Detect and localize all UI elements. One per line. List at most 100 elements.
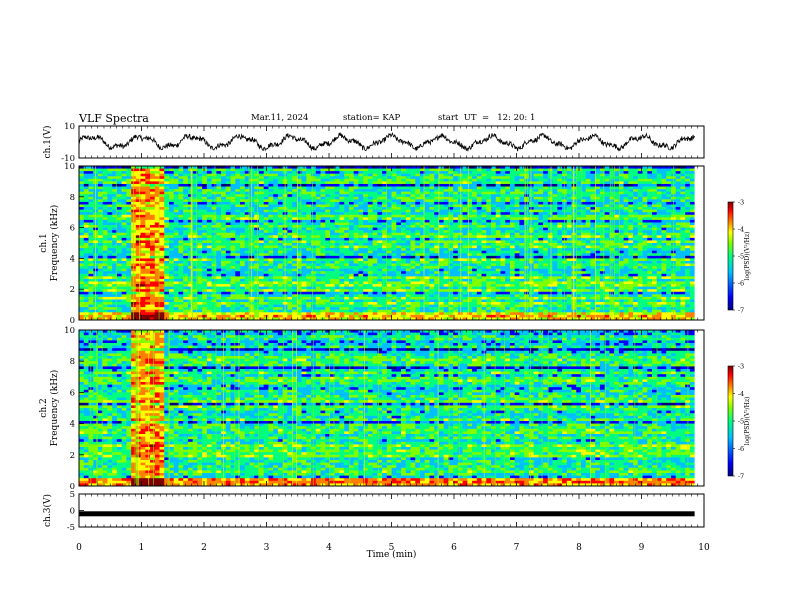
spectrogram-cell (467, 240, 473, 244)
spectrogram-cell (183, 235, 189, 239)
spectrogram-cell (552, 173, 558, 177)
spectrogram-cell (486, 258, 492, 262)
spectrogram-cell (637, 204, 643, 208)
spectrogram-cell (382, 217, 388, 221)
spectrogram-cell (382, 225, 388, 228)
spectrogram-cell (197, 225, 203, 228)
spectrogram-cell (154, 176, 160, 180)
spectrogram-cell (249, 178, 255, 182)
spectrogram-cell (633, 173, 639, 177)
spectrogram-cell (434, 227, 440, 231)
spectrogram-cell (353, 178, 359, 182)
spectrogram-cell (150, 245, 156, 249)
spectrogram-cell (391, 245, 397, 249)
spectrogram-cell (495, 207, 501, 211)
spectrogram-cell (429, 214, 435, 218)
spectrogram-cell (230, 191, 236, 195)
spectrogram-cell (443, 181, 449, 185)
spectrogram-cell (348, 209, 355, 213)
spectrogram-cell (386, 248, 392, 252)
spectrogram-cell (415, 194, 421, 198)
spectrogram-cell (566, 204, 572, 208)
spectrogram-cell (329, 225, 336, 228)
spectrogram-cell (623, 235, 629, 239)
spectrogram-cell (211, 168, 217, 172)
spectrogram-cell (528, 199, 535, 203)
spectrogram-cell (614, 245, 620, 249)
spectrogram-cell (358, 248, 364, 252)
spectrogram-cell (178, 235, 184, 239)
spectrogram-cell (192, 230, 198, 234)
spectrogram-cell (168, 258, 175, 262)
spectrogram-cell (192, 232, 198, 236)
spectrogram-cell (533, 232, 539, 236)
spectrogram-cell (145, 217, 151, 221)
spectrogram-cell (358, 181, 364, 185)
spectrogram-cell (481, 196, 487, 200)
spectrogram-cell (424, 166, 430, 169)
spectrogram-cell (154, 245, 160, 249)
spectrogram-cell (121, 166, 127, 169)
spectrogram-cell (566, 232, 572, 236)
spectrogram-cell (107, 245, 113, 249)
spectrogram-cell (93, 222, 99, 226)
spectrogram-cell (405, 212, 411, 216)
spectrogram-cell (249, 250, 255, 254)
spectrogram-cell (268, 240, 274, 244)
spectrogram-cell (240, 186, 246, 190)
spectrogram-cell (491, 166, 497, 169)
spectrogram-cell (514, 207, 520, 211)
spectrogram-cell (116, 255, 123, 259)
spectrogram-cell (197, 209, 203, 213)
spectrogram-cell (410, 219, 416, 223)
spectrogram-cell (656, 237, 662, 241)
spectrogram-cell (628, 201, 634, 205)
spectrogram-cell (372, 227, 378, 231)
spectrogram-cell (443, 253, 449, 257)
spectrogram-cell (221, 230, 227, 234)
spectrogram-cell (680, 191, 686, 195)
spectrogram-cell (424, 255, 430, 259)
spectrogram-cell (405, 209, 411, 213)
spectrogram-cell (377, 199, 383, 203)
spectrogram-cell (329, 230, 336, 234)
spectrogram-cell (661, 196, 667, 200)
spectrogram-cell (685, 204, 691, 208)
spectrogram-cell (240, 207, 246, 211)
spectrogram-cell (320, 173, 326, 177)
spectrogram-cell (675, 201, 681, 205)
spectrogram-cell (377, 186, 383, 190)
spectrogram-cell (202, 225, 208, 228)
spectrogram-cell (348, 199, 355, 203)
spectrogram-cell (685, 248, 691, 252)
spectrogram-cell (585, 207, 591, 211)
spectrogram-cell (187, 199, 194, 203)
spectrogram-cell (363, 232, 369, 236)
spectrogram-cell (79, 209, 85, 213)
spectrogram-cell (391, 181, 397, 185)
spectrogram-cell (225, 209, 231, 213)
spectrogram-cell (277, 181, 284, 185)
spectrogram-cell (372, 230, 378, 234)
spectrogram-cell (344, 176, 350, 180)
spectrogram-cell (633, 186, 639, 190)
spectrogram-cell (192, 217, 198, 221)
spectrogram-cell (216, 201, 222, 205)
spectrogram-cell (633, 240, 639, 244)
spectrogram-cell (500, 245, 506, 249)
spectrogram-cell (249, 222, 255, 226)
spectrogram-cell (481, 194, 487, 198)
spectrogram-cell (509, 181, 516, 185)
spectrogram-cell (135, 171, 141, 175)
spectrogram-cell (206, 181, 212, 185)
spectrogram-cell (666, 225, 672, 228)
spectrogram-cell (348, 183, 355, 187)
spectrogram-cell (599, 227, 606, 231)
spectrogram-cell (145, 245, 151, 249)
spectrogram-cell (604, 253, 610, 257)
spectrogram-cell (183, 194, 189, 198)
spectrogram-cell (230, 166, 236, 169)
spectrogram-cell (225, 207, 231, 211)
spectrogram-cell (557, 212, 563, 216)
spectrogram-cell (221, 173, 227, 177)
